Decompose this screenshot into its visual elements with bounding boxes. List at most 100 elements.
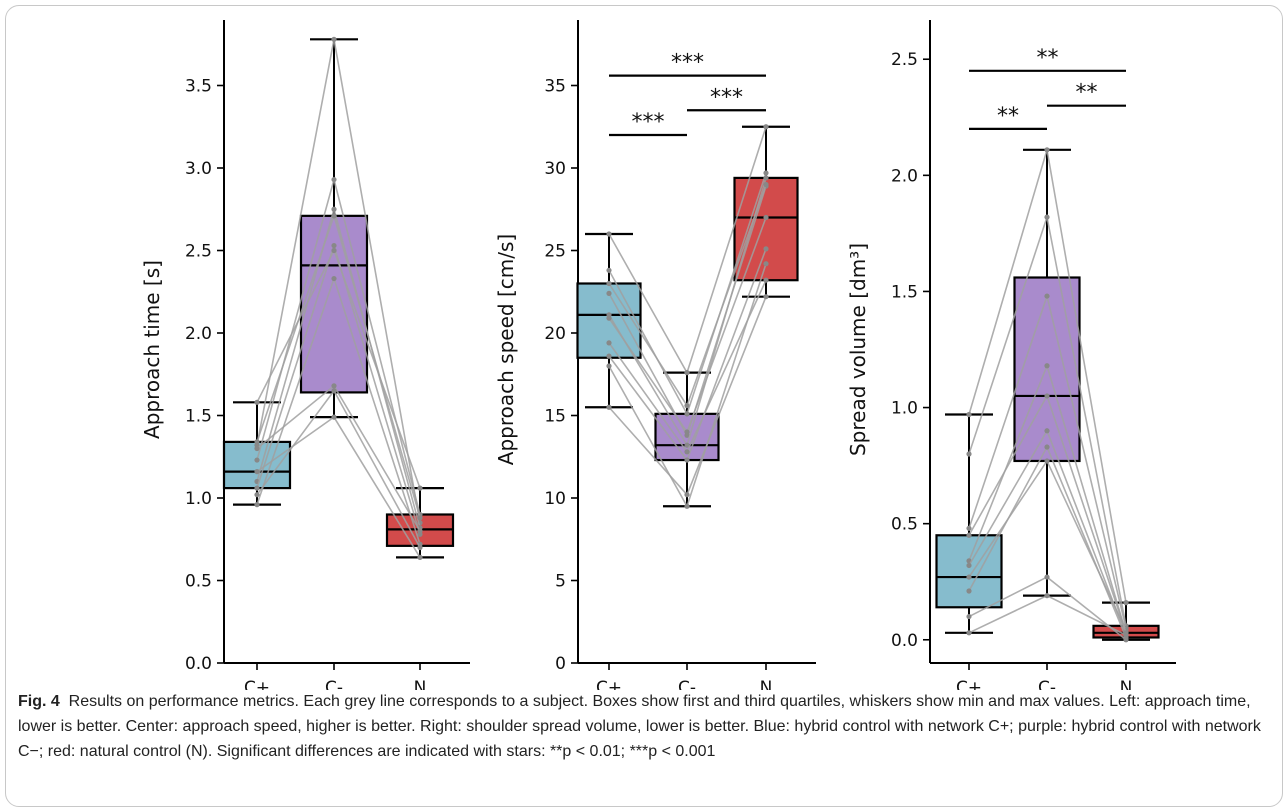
spread-volume-panel: 0.0 0.5 1.0 1.5 2.0 2.5 C+ C- N Spread volume [dm… <box>846 20 1176 690</box>
subject-point <box>331 388 337 394</box>
x-tick-label: N <box>414 678 427 690</box>
subject-point <box>331 206 337 212</box>
y-axis-label: Approach speed [cm/s] <box>494 234 518 465</box>
subject-point <box>966 532 972 538</box>
y-axis-label: Spread volume [dm³] <box>846 243 870 456</box>
x-tick-label: C+ <box>596 678 622 690</box>
figure-panels: 0.0 0.5 1.0 1.5 2.0 2.5 3.0 3.5 C+ C- N Approach ti… <box>140 20 1176 690</box>
subject-point <box>1044 458 1050 464</box>
subject-point <box>606 280 612 287</box>
subject-point <box>763 124 769 130</box>
subject-point <box>1044 293 1050 299</box>
figure-caption: Fig. 4 Results on performance metrics. E… <box>18 689 1273 764</box>
subject-point <box>417 544 423 551</box>
subject-point <box>684 429 690 435</box>
subject-point <box>763 294 769 300</box>
subject-point <box>684 449 690 455</box>
subject-point <box>331 176 337 183</box>
subject-point <box>684 403 690 409</box>
subject-point <box>606 267 612 273</box>
subject-point <box>763 277 769 283</box>
subject-point <box>763 181 769 188</box>
subject-point <box>1044 428 1050 434</box>
subject-point <box>606 315 612 321</box>
subject-point <box>417 528 423 534</box>
subject-point <box>763 261 769 267</box>
subject-point <box>1044 147 1050 153</box>
significance-stars: ** <box>1076 81 1098 106</box>
subject-point <box>1044 214 1050 220</box>
y-tick-label: 15 <box>544 407 566 427</box>
y-tick-label: 25 <box>544 242 566 262</box>
subject-point <box>966 562 972 569</box>
subject-point <box>966 574 972 580</box>
y-tick-label: 35 <box>544 77 566 97</box>
subject-point <box>966 588 972 594</box>
box-N <box>733 125 799 298</box>
y-tick-label: 0.5 <box>891 515 918 535</box>
x-tick-label: C+ <box>244 678 270 690</box>
subject-point <box>763 175 769 181</box>
subject-point <box>254 469 260 475</box>
approach-speed-panel: 0 5 10 15 20 25 30 35 C+ C- N Approach speed [cm/s]… <box>494 20 816 690</box>
iqr-box <box>935 534 1003 609</box>
significance-stars: *** <box>671 51 704 76</box>
significance-stars: *** <box>632 110 665 135</box>
y-tick-label: 0.5 <box>185 572 212 592</box>
subject-point <box>763 214 769 221</box>
subject-point <box>1044 363 1050 369</box>
subject-point <box>254 439 260 445</box>
subject-point <box>606 340 612 346</box>
subject-point <box>1044 393 1050 399</box>
x-tick-label: N <box>1120 678 1133 690</box>
subject-point <box>331 242 337 249</box>
y-tick-label: 3.5 <box>185 77 212 97</box>
subject-point <box>254 399 260 405</box>
subject-point <box>1123 600 1129 606</box>
subject-point <box>331 213 337 219</box>
subject-point <box>254 457 260 463</box>
y-tick-label: 2.5 <box>891 50 918 70</box>
subject-point <box>331 383 337 389</box>
subject-point <box>1044 593 1050 599</box>
y-tick-label: 10 <box>544 489 566 509</box>
significance-stars: *** <box>710 85 743 110</box>
subject-point <box>1123 637 1129 643</box>
subject-point <box>606 353 612 359</box>
box-C- <box>299 38 369 419</box>
y-tick-label: 0.0 <box>185 654 212 674</box>
subject-point <box>966 525 972 531</box>
y-tick-label: 0 <box>555 654 566 674</box>
subject-point <box>417 515 423 521</box>
subject-point <box>254 492 260 498</box>
y-tick-label: 1.0 <box>891 399 918 419</box>
subject-point <box>254 485 260 491</box>
subject-point <box>1044 444 1050 450</box>
y-tick-label: 30 <box>544 159 566 179</box>
y-tick-label: 20 <box>544 324 566 344</box>
approach-time-panel: 0.0 0.5 1.0 1.5 2.0 2.5 3.0 3.5 C+ C- N Approach ti… <box>140 20 470 690</box>
subject-point <box>1044 574 1050 580</box>
y-tick-label: 1.0 <box>185 489 212 509</box>
subject-point <box>684 442 690 448</box>
subject-point <box>684 370 690 376</box>
y-tick-label: 2.5 <box>185 242 212 262</box>
y-tick-label: 2.0 <box>891 166 918 186</box>
subject-point <box>966 613 972 620</box>
subject-point <box>417 485 423 491</box>
x-tick-label: C- <box>325 678 343 690</box>
iqr-box <box>1013 276 1081 463</box>
subject-point <box>684 492 690 498</box>
subject-point <box>331 36 337 42</box>
subject-point <box>606 290 612 296</box>
subject-point <box>254 502 260 508</box>
iqr-box <box>299 214 369 394</box>
subject-point <box>331 247 337 254</box>
y-tick-label: 1.5 <box>891 282 918 302</box>
subject-point <box>606 231 612 237</box>
subject-point <box>966 630 972 636</box>
box-C+ <box>935 413 1003 634</box>
figure-label: Fig. 4 <box>18 693 60 710</box>
subject-point <box>417 554 423 561</box>
y-tick-label: 2.0 <box>185 324 212 344</box>
